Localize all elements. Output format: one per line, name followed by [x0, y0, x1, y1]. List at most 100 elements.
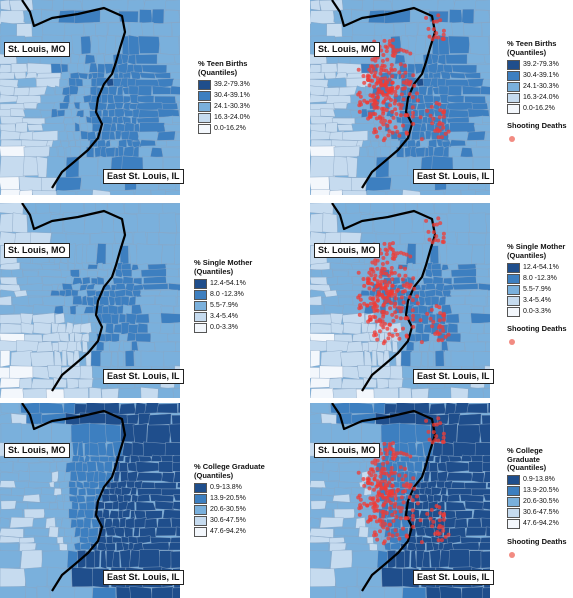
census-tract	[171, 414, 180, 426]
legend-subtitle: (Quantiles)	[198, 67, 238, 77]
legend-range: 39.2-79.3%	[523, 60, 559, 68]
census-tract	[104, 333, 113, 342]
census-tract	[178, 109, 180, 117]
census-tract	[153, 22, 173, 37]
census-tract	[115, 586, 132, 598]
legend-swatch	[194, 300, 207, 311]
census-tract	[121, 268, 133, 277]
shooting-death-point	[372, 333, 377, 338]
census-tract	[419, 190, 445, 195]
census-tract	[390, 175, 412, 192]
census-tract	[351, 22, 376, 37]
shooting-death-point	[383, 76, 387, 81]
shooting-death-point	[373, 502, 378, 507]
shooting-death-point	[373, 473, 378, 478]
shooting-deaths-points	[356, 216, 451, 346]
shooting-death-point	[411, 324, 416, 329]
shooting-death-point	[391, 318, 396, 323]
census-tract	[56, 500, 65, 512]
st-louis-mo-label: St. Louis, MO	[4, 42, 70, 57]
shooting-death-point	[356, 295, 361, 300]
census-tract	[359, 586, 386, 598]
census-tract	[366, 536, 375, 544]
census-tract	[172, 388, 180, 398]
legend-swatch	[507, 70, 520, 81]
census-tract	[111, 351, 118, 368]
shooting-death-point	[381, 100, 386, 105]
legend: % Single Mother (Quantiles) 12.4-54.1% 8…	[507, 242, 567, 345]
shooting-death-point	[399, 92, 404, 97]
shooting-death-point	[410, 517, 415, 522]
shooting-death-point	[430, 440, 435, 445]
census-tract	[20, 322, 35, 334]
shooting-death-point	[415, 98, 420, 103]
census-tract	[471, 244, 486, 265]
census-tract	[178, 268, 180, 278]
census-tract	[19, 542, 37, 552]
census-tract	[310, 500, 327, 511]
census-tract	[428, 387, 452, 398]
census-tract	[151, 8, 165, 24]
shooting-death-point	[372, 130, 377, 135]
shooting-death-point	[437, 115, 442, 120]
shooting-death-point	[387, 42, 392, 47]
census-tract	[78, 487, 87, 497]
census-tract	[467, 387, 485, 398]
shooting-death-point	[379, 271, 384, 276]
census-tract	[459, 493, 484, 503]
shooting-death-point	[441, 317, 446, 322]
census-tract	[95, 53, 105, 66]
shooting-death-point	[387, 532, 392, 537]
shooting-death-point	[415, 501, 420, 506]
census-tract	[59, 203, 86, 216]
census-tract	[428, 145, 434, 158]
shooting-death-point	[399, 295, 404, 300]
census-tract	[310, 72, 325, 80]
shooting-death-point	[431, 430, 436, 435]
census-tract	[120, 296, 130, 307]
legend-swatch	[507, 59, 520, 70]
shooting-death-point	[400, 277, 405, 282]
census-tract	[28, 481, 51, 489]
census-tract	[310, 403, 330, 414]
census-tract	[101, 263, 112, 271]
shooting-death-point	[440, 538, 444, 543]
legend-range: 20.6-30.5%	[523, 498, 559, 505]
census-tract	[351, 550, 380, 570]
census-tract	[108, 295, 116, 307]
legend-swatch	[198, 101, 211, 112]
shooting-death-point	[382, 441, 387, 446]
census-tract	[85, 495, 96, 503]
census-tract	[414, 139, 421, 148]
single-mother-panel: St. Louis, MO East St. Louis, IL % Singl…	[0, 203, 265, 398]
shooting-death-point	[435, 330, 440, 334]
census-tract	[0, 542, 20, 552]
census-tract	[446, 213, 470, 234]
east-st-louis-il-label: East St. Louis, IL	[413, 570, 494, 585]
census-tract	[0, 461, 14, 473]
shooting-death-point	[428, 113, 433, 118]
census-tract	[177, 482, 180, 488]
census-tract	[101, 388, 119, 398]
shooting-death-point	[430, 121, 435, 126]
census-tract	[470, 312, 490, 325]
shooting-death-point	[375, 337, 380, 342]
census-tract	[150, 454, 162, 462]
shooting-death-point	[427, 237, 432, 242]
shooting-death-point	[356, 470, 361, 475]
census-tract	[171, 22, 180, 38]
shooting-death-point	[397, 70, 402, 75]
census-tract	[144, 518, 158, 529]
shooting-death-point	[390, 456, 395, 461]
census-tract	[361, 422, 383, 445]
shooting-death-point	[410, 105, 415, 110]
shooting-death-point	[441, 28, 446, 33]
census-tract	[136, 213, 160, 234]
shooting-death-point	[387, 242, 392, 247]
census-tract	[360, 290, 371, 296]
census-tract	[137, 85, 153, 97]
census-tract	[118, 387, 142, 398]
census-tract	[482, 455, 490, 464]
census-tract	[335, 290, 362, 297]
census-tract	[150, 332, 169, 343]
